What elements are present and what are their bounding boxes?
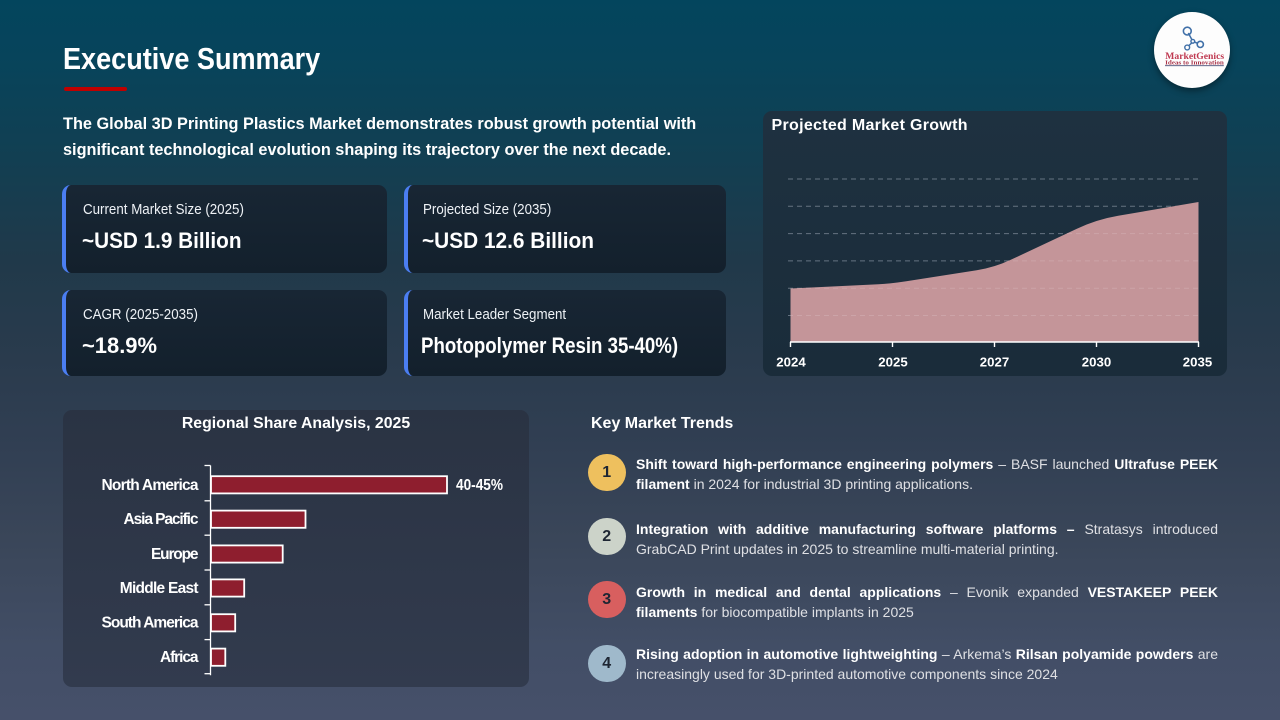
svg-text:Middle East: Middle East — [120, 580, 199, 597]
svg-text:2030: 2030 — [1082, 356, 1111, 370]
svg-text:2035: 2035 — [1183, 356, 1212, 370]
svg-text:Asia Pacific: Asia Pacific — [124, 511, 199, 528]
svg-text:North America: North America — [102, 477, 199, 494]
svg-text:2027: 2027 — [980, 356, 1009, 370]
svg-text:2025: 2025 — [878, 356, 907, 370]
svg-text:MarketGenics: MarketGenics — [1165, 52, 1224, 62]
svg-text:Africa: Africa — [160, 649, 199, 666]
svg-text:South America: South America — [102, 615, 199, 632]
svg-text:40-45%: 40-45% — [456, 477, 503, 494]
svg-text:2024: 2024 — [776, 356, 805, 370]
svg-text:Europe: Europe — [151, 546, 199, 563]
svg-text:Ideas to Innovation: Ideas to Innovation — [1165, 61, 1224, 67]
